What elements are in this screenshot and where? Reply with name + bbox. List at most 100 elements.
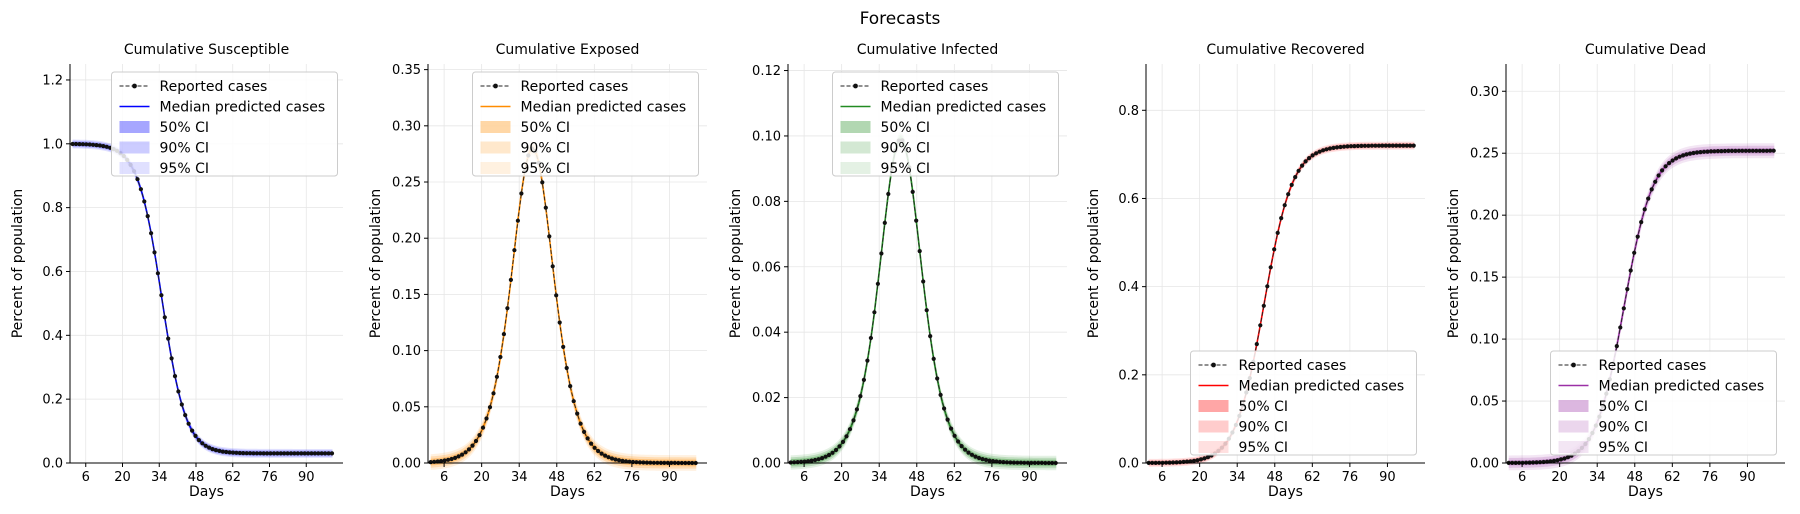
x-tick-label: 90: [1379, 470, 1396, 485]
reported-point: [1750, 148, 1755, 153]
x-tick-label: 62: [586, 470, 603, 485]
y-tick-label: 0.00: [392, 457, 421, 472]
legend-reported-marker: [493, 83, 498, 89]
x-tick-label: 34: [151, 470, 168, 485]
reported-point: [1621, 306, 1626, 311]
x-tick-label: 48: [188, 470, 205, 485]
median-line: [430, 147, 697, 464]
reported-point: [963, 447, 968, 452]
y-tick-label: 0.10: [1470, 333, 1499, 348]
x-axis-label: Days: [1268, 484, 1303, 500]
reported-point: [1394, 143, 1399, 148]
y-tick-label: 0.0: [1118, 457, 1139, 472]
chart-title: Cumulative Dead: [1585, 42, 1706, 58]
reported-point: [282, 451, 287, 456]
reported-point: [498, 354, 503, 360]
reported-point: [288, 451, 294, 456]
legend-ci-swatch: [1198, 441, 1229, 453]
legend-ci-swatch: [480, 121, 511, 133]
chart-panel-cumulative-infected: Cumulative Infected 6 20 34 48 62 76 90 0.00 0.02…: [728, 42, 1067, 500]
x-tick-label: 90: [661, 470, 678, 485]
reported-point: [1618, 325, 1623, 330]
reported-point: [1293, 175, 1298, 180]
x-tick-label: 76: [1342, 470, 1359, 485]
legend-label: 90% CI: [1599, 420, 1648, 436]
y-tick-label: 0.8: [42, 201, 63, 216]
reported-point: [91, 142, 96, 147]
legend-label: Median predicted cases: [1599, 379, 1765, 395]
reported-point: [861, 377, 867, 382]
reported-point: [578, 421, 583, 426]
reported-point: [292, 451, 297, 456]
reported-point: [945, 417, 950, 422]
reported-point: [306, 451, 311, 456]
reported-point: [169, 356, 174, 361]
reported-point: [1729, 148, 1734, 153]
reported-point: [616, 458, 622, 463]
chart-title: Cumulative Recovered: [1206, 42, 1364, 58]
y-tick-label: 0.15: [1470, 271, 1499, 286]
reported-point: [969, 452, 975, 457]
legend-ci-swatch: [1558, 441, 1589, 453]
x-tick-label: 48: [548, 470, 565, 485]
reported-point: [1300, 163, 1305, 168]
x-tick-label: 34: [511, 470, 528, 485]
chart-title: Cumulative Infected: [857, 42, 999, 58]
reported-point: [935, 376, 940, 381]
reported-point: [931, 356, 936, 361]
reported-point: [473, 438, 479, 444]
reported-point: [840, 439, 846, 444]
legend-reported-marker: [1211, 362, 1216, 368]
reported-point: [847, 427, 853, 432]
reported-point: [575, 411, 580, 416]
reported-point: [990, 459, 996, 464]
reported-point: [1548, 459, 1553, 464]
reported-point: [77, 142, 82, 147]
x-tick-label: 20: [473, 470, 490, 485]
legend-label: 90% CI: [881, 141, 930, 157]
reported-point: [494, 374, 499, 379]
reported-point: [268, 451, 273, 456]
reported-point: [135, 177, 140, 182]
reported-point: [463, 450, 468, 455]
reported-point: [220, 449, 225, 454]
reported-point: [1771, 148, 1776, 153]
legend-label: 50% CI: [1599, 399, 1648, 415]
reported-point: [942, 406, 947, 411]
reported-point: [1764, 148, 1769, 153]
reported-point: [1660, 168, 1665, 173]
y-tick-label: 0.10: [752, 129, 781, 144]
y-tick-label: 0.6: [42, 265, 63, 280]
reported-point: [1562, 456, 1567, 461]
reported-point: [582, 429, 587, 434]
reported-point: [142, 199, 147, 204]
reported-point: [1708, 149, 1714, 154]
legend-box: [111, 71, 338, 177]
reported-point: [470, 443, 475, 448]
reported-point: [190, 428, 195, 433]
reported-point: [1254, 342, 1259, 347]
reported-point: [487, 405, 493, 410]
legend-label: Reported cases: [881, 79, 989, 95]
legend-label: Median predicted cases: [160, 100, 326, 116]
reported-point: [1317, 149, 1322, 154]
reported-point: [1307, 156, 1312, 161]
reported-point: [512, 248, 517, 253]
legend-ci-swatch: [480, 162, 511, 174]
reported-point: [875, 281, 881, 286]
reported-point: [1555, 458, 1560, 463]
ci95-band: [790, 132, 1057, 471]
reported-point: [1268, 265, 1273, 270]
y-tick-label: 0.15: [392, 288, 421, 303]
x-tick-label: 76: [261, 470, 278, 485]
reported-point: [176, 389, 181, 394]
reported-point: [439, 459, 444, 464]
reported-point: [319, 451, 324, 456]
reported-point: [540, 180, 545, 185]
reported-point: [547, 234, 552, 239]
y-tick-label: 0.12: [752, 64, 781, 79]
reported-point: [980, 457, 985, 462]
ci90-band: [430, 142, 697, 469]
reported-point: [1698, 150, 1703, 155]
reported-point: [442, 458, 447, 463]
